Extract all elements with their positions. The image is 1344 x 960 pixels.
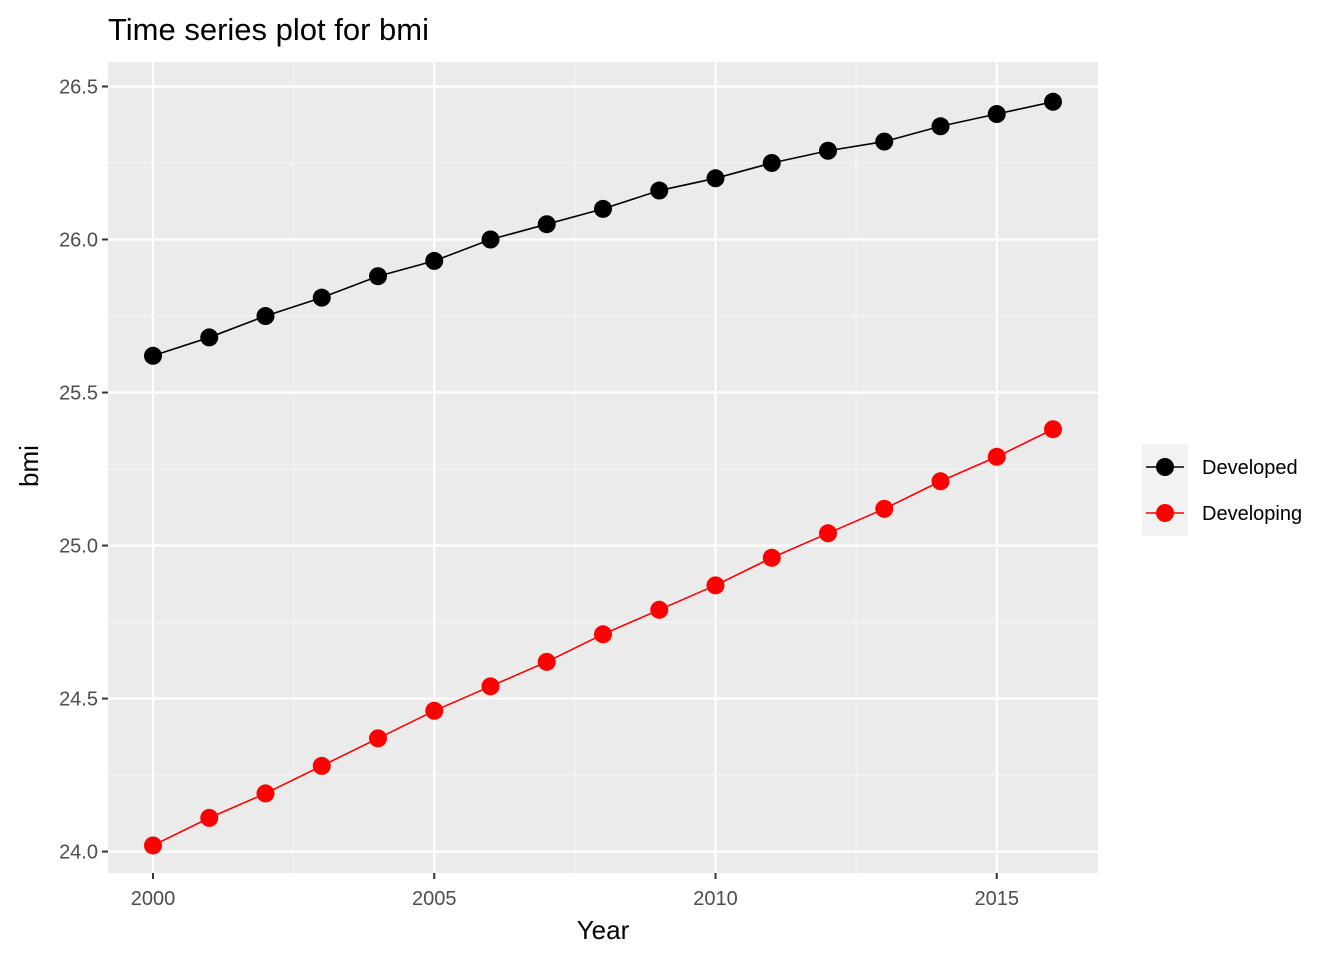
- data-point-developing: [312, 756, 331, 775]
- legend-item-developed: Developed: [1142, 444, 1298, 490]
- data-point-developed: [706, 169, 725, 188]
- data-point-developed: [1044, 92, 1062, 111]
- data-point-developed: [200, 328, 219, 347]
- data-point-developing: [144, 836, 162, 855]
- y-axis-title: bmi: [14, 445, 44, 487]
- data-point-developed: [650, 181, 669, 200]
- legend-key-point: [1156, 458, 1174, 476]
- x-axis: 2000 2005 2010 2015: [131, 873, 1019, 910]
- data-point-developed: [594, 199, 612, 218]
- data-point-developing: [762, 548, 781, 567]
- data-point-developing: [594, 625, 612, 644]
- data-point-developing: [1044, 420, 1062, 439]
- data-point-developed: [481, 230, 500, 249]
- y-axis: 24.0 24.5 25.0 25.5 26.0 26.5: [59, 76, 108, 864]
- plot-panel: [108, 62, 1098, 873]
- data-point-developed: [987, 105, 1006, 124]
- legend: Developed Developing: [1142, 444, 1302, 536]
- data-point-developing: [425, 701, 444, 720]
- data-point-developed: [819, 141, 837, 160]
- x-axis-title: Year: [577, 915, 630, 945]
- data-point-developing: [931, 472, 950, 491]
- y-tick-label: 24.0: [59, 842, 98, 864]
- data-point-developed: [312, 288, 331, 307]
- legend-label-developed: Developed: [1202, 457, 1298, 479]
- data-point-developed: [762, 153, 781, 172]
- major-gridlines: [108, 62, 1098, 873]
- data-point-developing: [987, 447, 1006, 466]
- data-point-developing: [256, 784, 275, 803]
- x-tick-label: 2005: [412, 888, 457, 910]
- legend-key-point: [1156, 504, 1174, 522]
- data-point-developed: [537, 215, 556, 234]
- data-point-developed: [875, 132, 894, 151]
- series-developed: [144, 92, 1062, 365]
- series-layer: [144, 92, 1062, 855]
- data-point-developed: [425, 251, 444, 270]
- y-tick-label: 26.5: [59, 76, 98, 98]
- data-point-developing: [369, 729, 387, 748]
- x-tick-label: 2000: [131, 888, 176, 910]
- data-point-developing: [481, 677, 500, 696]
- y-tick-label: 24.5: [59, 689, 98, 711]
- data-point-developing: [819, 524, 837, 543]
- data-point-developing: [875, 499, 894, 518]
- data-point-developing: [200, 808, 219, 827]
- data-point-developed: [369, 267, 387, 286]
- legend-item-developing: Developing: [1142, 490, 1302, 536]
- data-point-developing: [650, 600, 669, 619]
- y-tick-label: 25.5: [59, 383, 98, 405]
- x-tick-label: 2010: [693, 888, 738, 910]
- data-point-developing: [706, 576, 725, 595]
- data-point-developing: [537, 652, 556, 671]
- x-tick-label: 2015: [975, 888, 1020, 910]
- y-tick-label: 26.0: [59, 230, 98, 252]
- series-developing: [144, 420, 1062, 855]
- data-point-developed: [144, 346, 162, 365]
- data-point-developed: [931, 117, 950, 136]
- legend-label-developing: Developing: [1202, 503, 1302, 525]
- chart-title: Time series plot for bmi: [108, 12, 429, 47]
- data-point-developed: [256, 307, 275, 326]
- y-tick-label: 25.0: [59, 536, 98, 558]
